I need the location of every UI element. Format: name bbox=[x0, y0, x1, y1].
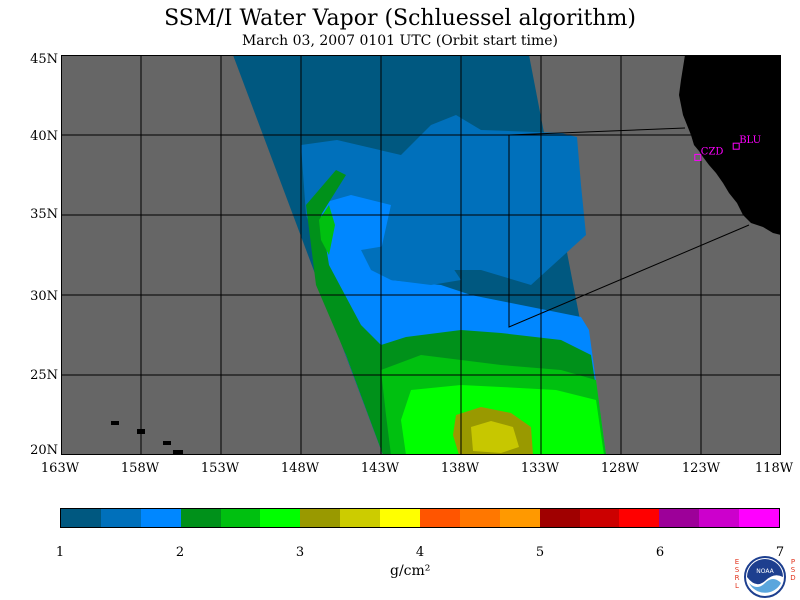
colorbar-unit: g/cm² bbox=[390, 563, 431, 579]
colorbar-segment bbox=[739, 509, 780, 527]
colorbar bbox=[60, 508, 780, 528]
lat-label-20n: 20N bbox=[30, 443, 58, 458]
colorbar-segment bbox=[459, 509, 500, 527]
svg-text:NOAA: NOAA bbox=[756, 568, 774, 575]
colorbar-segment bbox=[539, 509, 580, 527]
colorbar-segment bbox=[619, 509, 660, 527]
colorbar-segment bbox=[659, 509, 700, 527]
lon-label-158w: 158W bbox=[120, 461, 160, 476]
logo-right-letters: P S D bbox=[790, 558, 796, 582]
swath-green-streak bbox=[319, 205, 335, 255]
colorbar-segment bbox=[340, 509, 381, 527]
island-maui bbox=[163, 441, 171, 445]
colorbar-segment bbox=[61, 509, 101, 527]
station-marker-czd bbox=[694, 153, 702, 161]
colorbar-segment bbox=[220, 509, 261, 527]
lat-label-40n: 40N bbox=[30, 129, 58, 144]
colorbar-tick-4: 4 bbox=[415, 545, 425, 560]
map-subtitle: March 03, 2007 0101 UTC (Orbit start tim… bbox=[241, 33, 559, 49]
lon-label-138w: 138W bbox=[440, 461, 480, 476]
map-canvas: CZD BLU bbox=[61, 55, 781, 455]
colorbar-tick-7: 7 bbox=[775, 545, 785, 560]
noaa-emblem-icon: NOAA bbox=[744, 556, 786, 598]
north-america-landmass bbox=[679, 55, 781, 235]
colorbar-segment bbox=[499, 509, 540, 527]
lat-label-25n: 25N bbox=[30, 368, 58, 383]
colorbar-tick-5: 5 bbox=[535, 545, 545, 560]
colorbar-segment bbox=[300, 509, 341, 527]
station-label-blu: BLU bbox=[739, 135, 761, 146]
colorbar-tick-3: 3 bbox=[295, 545, 305, 560]
station-marker-blu bbox=[732, 142, 740, 150]
lon-label-148w: 148W bbox=[280, 461, 320, 476]
colorbar-segment bbox=[100, 509, 141, 527]
lon-label-128w: 128W bbox=[600, 461, 640, 476]
lon-label-123w: 123W bbox=[681, 461, 721, 476]
lon-label-133w: 133W bbox=[520, 461, 560, 476]
map-title: SSM/I Water Vapor (Schluessel algorithm) bbox=[164, 6, 636, 31]
logo-left-letters: E S R L bbox=[734, 558, 740, 590]
colorbar-segment bbox=[699, 509, 740, 527]
colorbar-segment bbox=[180, 509, 221, 527]
lat-label-45n: 45N bbox=[30, 52, 58, 67]
colorbar-segment bbox=[260, 509, 301, 527]
graticule bbox=[61, 55, 781, 455]
lat-label-30n: 30N bbox=[30, 289, 58, 304]
colorbar-segment bbox=[140, 509, 181, 527]
lon-label-153w: 153W bbox=[200, 461, 240, 476]
colorbar-tick-1: 1 bbox=[55, 545, 65, 560]
lon-label-118w: 118W bbox=[754, 461, 794, 476]
map-frame bbox=[61, 55, 781, 455]
station-markers: CZD BLU bbox=[694, 135, 761, 161]
swath-band-moist-core bbox=[471, 421, 519, 453]
colorbar-tick-2: 2 bbox=[175, 545, 185, 560]
island-kauai bbox=[111, 421, 119, 425]
lon-label-143w: 143W bbox=[360, 461, 400, 476]
analysis-region-outline-2 bbox=[508, 135, 750, 328]
noaa-esrl-psd-logo: E S R L NOAA P S D bbox=[733, 555, 797, 599]
water-vapor-map: CZD BLU bbox=[61, 55, 781, 455]
station-label-czd: CZD bbox=[701, 146, 724, 157]
swath-band-north-wedge bbox=[361, 245, 461, 285]
colorbar-tick-6: 6 bbox=[655, 545, 665, 560]
lon-label-163w: 163W bbox=[40, 461, 80, 476]
analysis-region-outline bbox=[508, 127, 686, 136]
colorbar-segment bbox=[579, 509, 620, 527]
island-hawaii bbox=[173, 450, 183, 455]
colorbar-segment bbox=[420, 509, 460, 527]
colorbar-segment bbox=[380, 509, 421, 527]
lat-label-35n: 35N bbox=[30, 207, 58, 222]
